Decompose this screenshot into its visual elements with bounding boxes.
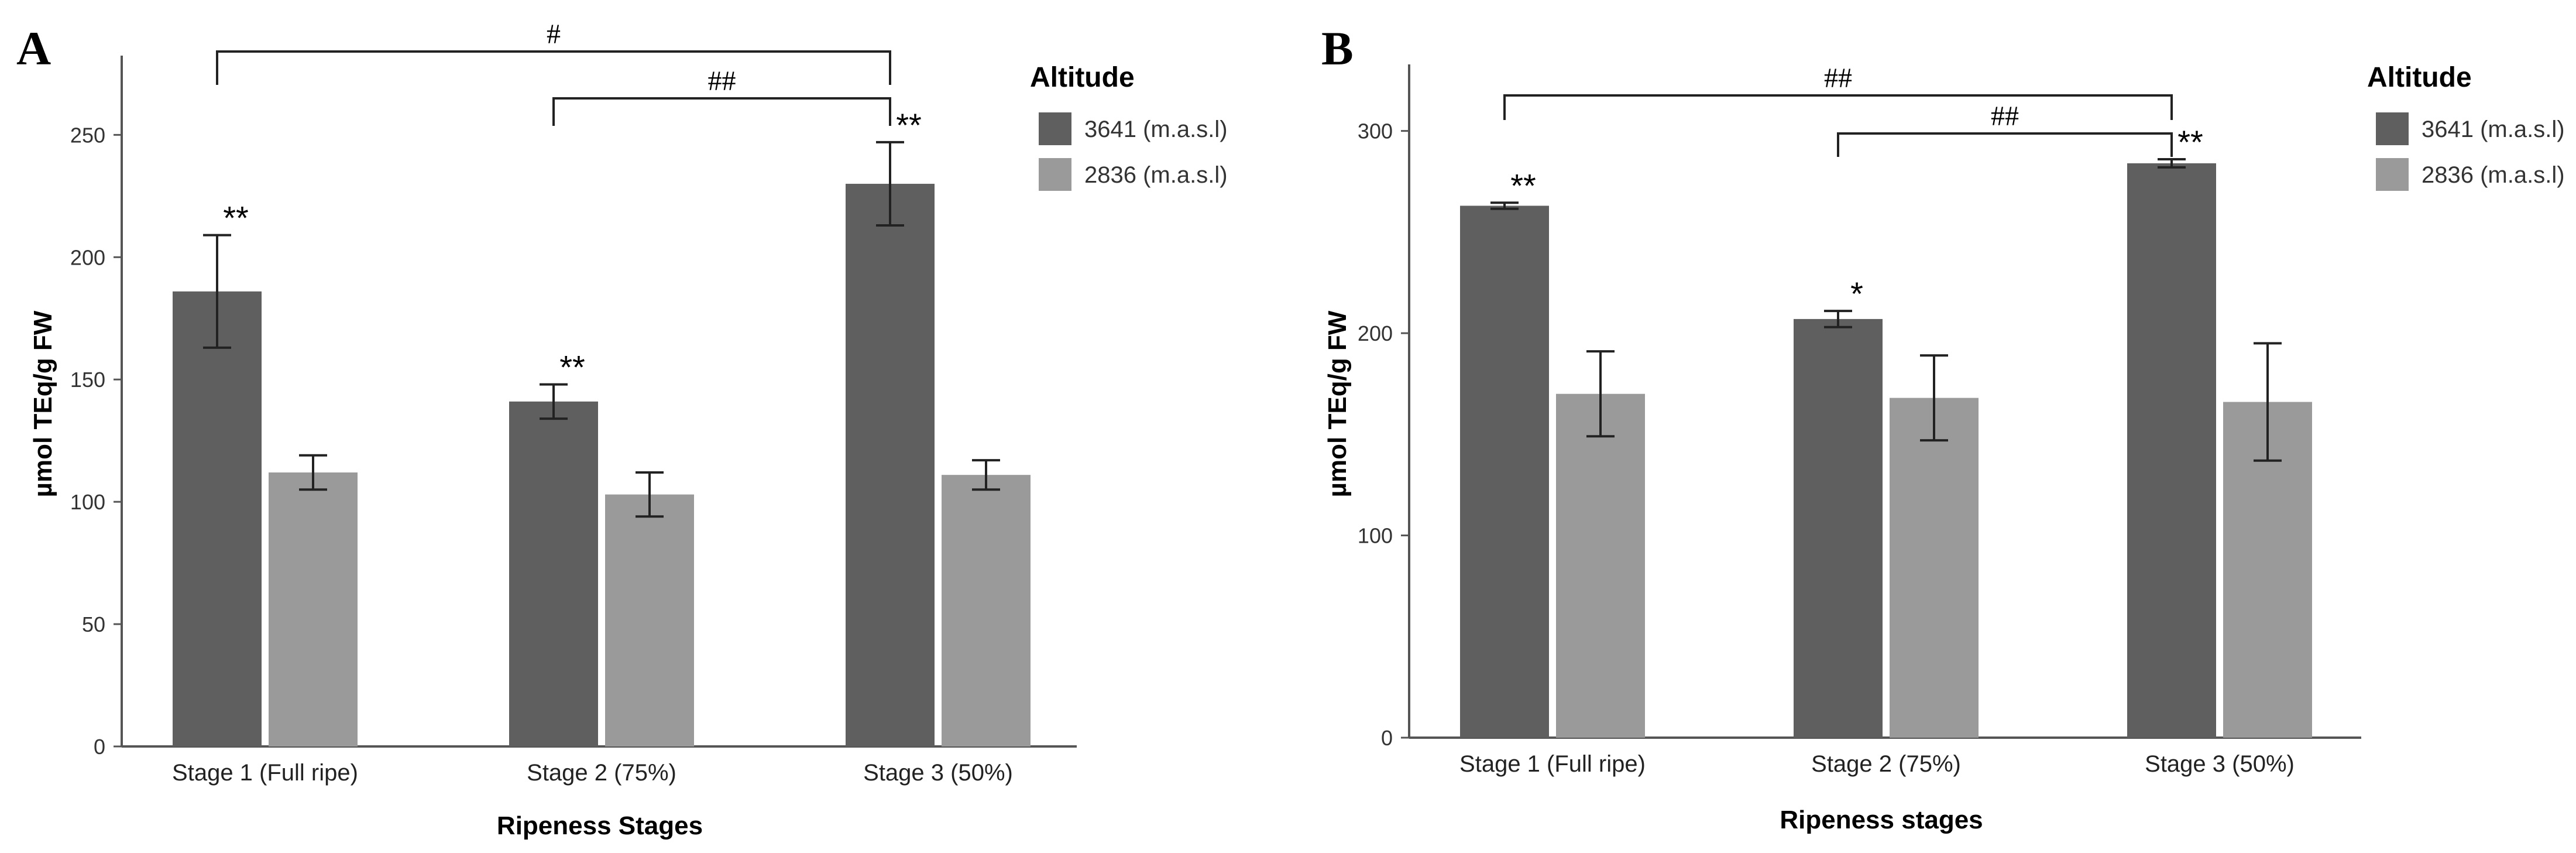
legend-entry: 3641 (m.a.s.l) [2422, 117, 2565, 142]
bar-light [1556, 393, 1645, 738]
y-tick-label: 200 [70, 245, 105, 269]
comparison-bracket [216, 50, 891, 85]
y-tick-label: 0 [94, 735, 105, 759]
x-tick-label: Stage 3 (50%) [2145, 751, 2295, 777]
legend-entry: 2836 (m.a.s.l) [2422, 162, 2565, 188]
x-axis-title: Ripeness stages [1780, 806, 1983, 834]
significance-marker: * [1850, 275, 1863, 312]
y-axis-title: µmol TEq/g FW [1323, 310, 1352, 497]
x-axis-title: Ripeness Stages [497, 811, 703, 840]
y-tick-label: 100 [70, 490, 105, 514]
bar-light [269, 472, 358, 746]
bar-light [942, 475, 1031, 746]
significance-marker: ** [896, 107, 922, 143]
bar-light [1890, 398, 1979, 738]
bar-dark [2127, 163, 2216, 738]
x-tick-label: Stage 1 (Full ripe) [1459, 751, 1646, 777]
y-tick-label: 150 [70, 368, 105, 392]
comparison-label: ## [1824, 63, 1852, 94]
panel-label: B [1321, 22, 1354, 75]
comparison-bracket [552, 97, 891, 126]
x-tick-label: Stage 2 (75%) [1811, 751, 1961, 777]
bar-dark [1794, 318, 1883, 738]
comparison-label: ## [708, 66, 736, 97]
x-tick-label: Stage 2 (75%) [527, 760, 676, 786]
y-tick-label: 100 [1358, 524, 1393, 548]
legend-swatch [2376, 158, 2409, 191]
comparison-label: ## [1991, 101, 2019, 132]
bar-dark [846, 183, 935, 746]
x-tick-label: Stage 3 (50%) [863, 760, 1013, 786]
legend-title: Altitude [1030, 62, 1135, 93]
legend-entry: 2836 (m.a.s.l) [1084, 162, 1228, 188]
bar-light [605, 494, 694, 746]
y-axis-title: µmol TEq/g FW [29, 310, 57, 497]
legend-swatch [2376, 112, 2409, 145]
bar-dark [509, 401, 598, 746]
y-tick-label: 50 [82, 612, 105, 636]
bar-dark [1460, 205, 1549, 738]
legend-swatch [1039, 112, 1071, 145]
x-tick-label: Stage 1 (Full ripe) [172, 760, 358, 786]
y-tick-label: 300 [1358, 119, 1393, 143]
significance-marker: ** [559, 349, 585, 386]
legend-entry: 3641 (m.a.s.l) [1084, 117, 1228, 142]
comparison-bracket [1837, 132, 2173, 157]
bar-dark [173, 291, 262, 746]
y-tick-label: 0 [1381, 726, 1393, 750]
significance-marker: ** [1510, 167, 1536, 204]
comparison-bracket [1503, 94, 2173, 120]
legend-title: Altitude [2367, 62, 2472, 93]
panel-label: A [16, 22, 51, 75]
legend-swatch [1039, 158, 1071, 191]
significance-marker: ** [223, 200, 249, 237]
comparison-label: # [547, 19, 561, 50]
y-tick-label: 200 [1358, 321, 1393, 345]
significance-marker: ** [2177, 124, 2203, 160]
y-tick-label: 250 [70, 123, 105, 147]
